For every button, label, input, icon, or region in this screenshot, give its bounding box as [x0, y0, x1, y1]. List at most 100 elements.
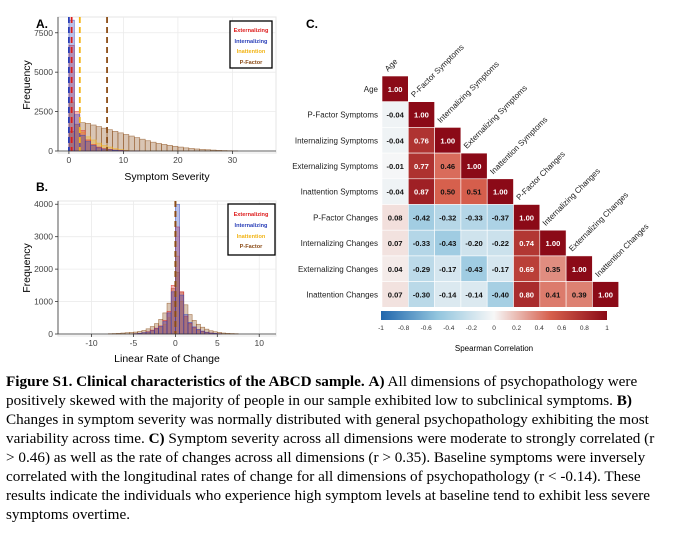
hist-bar-pfactor	[139, 138, 146, 152]
x-tick-label: 30	[228, 155, 238, 165]
heatmap-cell-value: 0.50	[440, 188, 455, 197]
heatmap-cell-value: 0.07	[388, 239, 403, 248]
heatmap-cell-value: -0.04	[386, 188, 404, 197]
heatmap-cell-value: 1.00	[467, 162, 482, 171]
y-tick-label: 3000	[34, 232, 53, 242]
y-tick-label: 2000	[34, 264, 53, 274]
heatmap-cell-value: -0.17	[492, 265, 509, 274]
heatmap-col-label: P-Factor Changes	[515, 150, 567, 202]
colorbar-tick-label: -0.2	[466, 325, 478, 332]
heatmap-cell-value: 0.77	[414, 162, 429, 171]
heatmap-cell-value: 1.00	[546, 239, 561, 248]
legend-b-inattention: Inattention	[237, 234, 266, 240]
panel-c-label: C.	[306, 17, 318, 31]
caption-b-text: Changes in symptom severity was normally…	[6, 411, 649, 447]
hist-bar-pfactor	[128, 135, 135, 152]
colorbar-tick-label: 1	[605, 325, 609, 332]
panel-b-legend-box	[227, 203, 276, 256]
hist-bar-pfactor	[117, 132, 124, 152]
hist-bar-pfactor	[183, 147, 190, 152]
heatmap-cell-value: 0.08	[388, 213, 403, 222]
heatmap-cell-value: 1.00	[493, 188, 508, 197]
heatmap-cell-value: 1.00	[414, 111, 429, 120]
hist-bar-internalizing	[196, 329, 201, 335]
heatmap-row-label: Inattention Changes	[306, 290, 378, 299]
heatmap-cell	[434, 204, 462, 231]
heatmap-cell-value: 0.76	[414, 136, 429, 145]
x-tick-label: 0	[173, 338, 178, 348]
heatmap-cell	[407, 152, 435, 180]
heatmap-cell-value: -0.40	[492, 290, 509, 299]
heatmap-cell-value: -0.33	[413, 239, 430, 248]
heatmap-cell	[381, 229, 409, 257]
heatmap-cell-value: 0.35	[546, 265, 562, 274]
x-tick-label: -5	[130, 338, 138, 348]
panel-c-heatmap: C. Age P-Factor Symptoms Internalizing Sym…	[292, 17, 650, 353]
heatmap-cell-value: -0.32	[439, 213, 456, 222]
heatmap-col-label: Internalizing Changes	[541, 167, 602, 228]
heatmap-cell-value: -0.01	[386, 162, 404, 171]
panel-a-ylabel: Frequency	[21, 59, 33, 109]
hist-bar-internalizing	[166, 312, 172, 335]
hist-bar-internalizing	[95, 147, 102, 152]
heatmap-cell-value: 1.00	[440, 136, 455, 145]
heatmap-cell	[407, 204, 435, 231]
panel-a-legend-box	[229, 20, 273, 69]
panel-b-ylabel: Frequency	[21, 242, 33, 292]
hist-bar-internalizing	[191, 326, 197, 335]
legend-b-externalizing: Externalizing	[234, 212, 269, 218]
heatmap-cell-value: -0.43	[439, 239, 456, 248]
heatmap-col-label: Externalizing Changes	[567, 190, 630, 253]
heatmap-cell	[565, 255, 593, 282]
caption-b-label: B)	[616, 392, 632, 409]
heatmap-cell-value: 0.41	[546, 290, 562, 299]
caption-c-text: Symptom severity across all dimensions w…	[6, 430, 655, 523]
heatmap-cell	[513, 204, 541, 231]
heatmap-cell-value: -0.43	[465, 265, 482, 274]
colorbar-tick-label: -0.8	[398, 325, 410, 332]
hist-bar-pfactor	[134, 137, 141, 152]
heatmap-cell	[434, 152, 462, 180]
x-tick-label: 10	[254, 338, 264, 348]
heatmap-cell	[513, 281, 541, 308]
hist-bar-internalizing	[200, 330, 206, 335]
heatmap-cell	[381, 75, 409, 103]
heatmap-cell-value: 0.39	[572, 290, 587, 299]
heatmap-row-label: Inattention Symptoms	[301, 188, 378, 197]
panel-a-legend: Externalizing Internalizing Inattention …	[229, 20, 273, 69]
hist-bar-pfactor	[155, 143, 162, 152]
caption-c-label: C)	[148, 430, 165, 447]
heatmap-cell-value: 0.80	[519, 290, 534, 299]
legend-inattention: Inattention	[237, 49, 266, 55]
heatmap-cell	[381, 281, 409, 308]
heatmap-col-label: Inattention Changes	[593, 222, 650, 279]
heatmap-cell-value: 0.04	[388, 265, 404, 274]
heatmap-cell	[539, 229, 567, 257]
heatmap-cell-value: -0.14	[465, 290, 483, 299]
heatmap-cell	[381, 127, 409, 154]
hist-bar-pfactor	[150, 141, 157, 152]
panel-a-xlabel: Symptom Severity	[124, 171, 210, 183]
heatmap-legend-title: Spearman Correlation	[455, 344, 533, 353]
heatmap-cell-value: -0.04	[386, 111, 404, 120]
heatmap-cell-value: 1.00	[519, 213, 534, 222]
heatmap-cell-value: 0.51	[467, 188, 483, 197]
hist-bar-pfactor	[144, 140, 151, 152]
heatmap-col-label: Age	[383, 57, 400, 74]
heatmap-cell	[407, 229, 435, 257]
heatmap-row-label: Internalizing Symptoms	[295, 136, 378, 145]
panel-a-label: A.	[36, 17, 48, 31]
heatmap-cell-value: 0.74	[519, 239, 535, 248]
caption-a-text: All dimensions of psychopathology were p…	[6, 373, 638, 409]
heatmap-cell-value: -0.29	[413, 265, 430, 274]
y-tick-label: 1000	[34, 297, 53, 307]
heatmap-cell	[592, 281, 620, 308]
hist-bar-internalizing	[187, 322, 193, 335]
heatmap-cell-value: 0.69	[519, 265, 534, 274]
heatmap-col-label: P-Factor Symptoms	[409, 43, 465, 99]
heatmap-cell	[460, 281, 488, 308]
hist-bar-internalizing	[179, 294, 185, 335]
x-tick-label: -10	[85, 338, 98, 348]
heatmap-cell-value: -0.04	[386, 136, 404, 145]
